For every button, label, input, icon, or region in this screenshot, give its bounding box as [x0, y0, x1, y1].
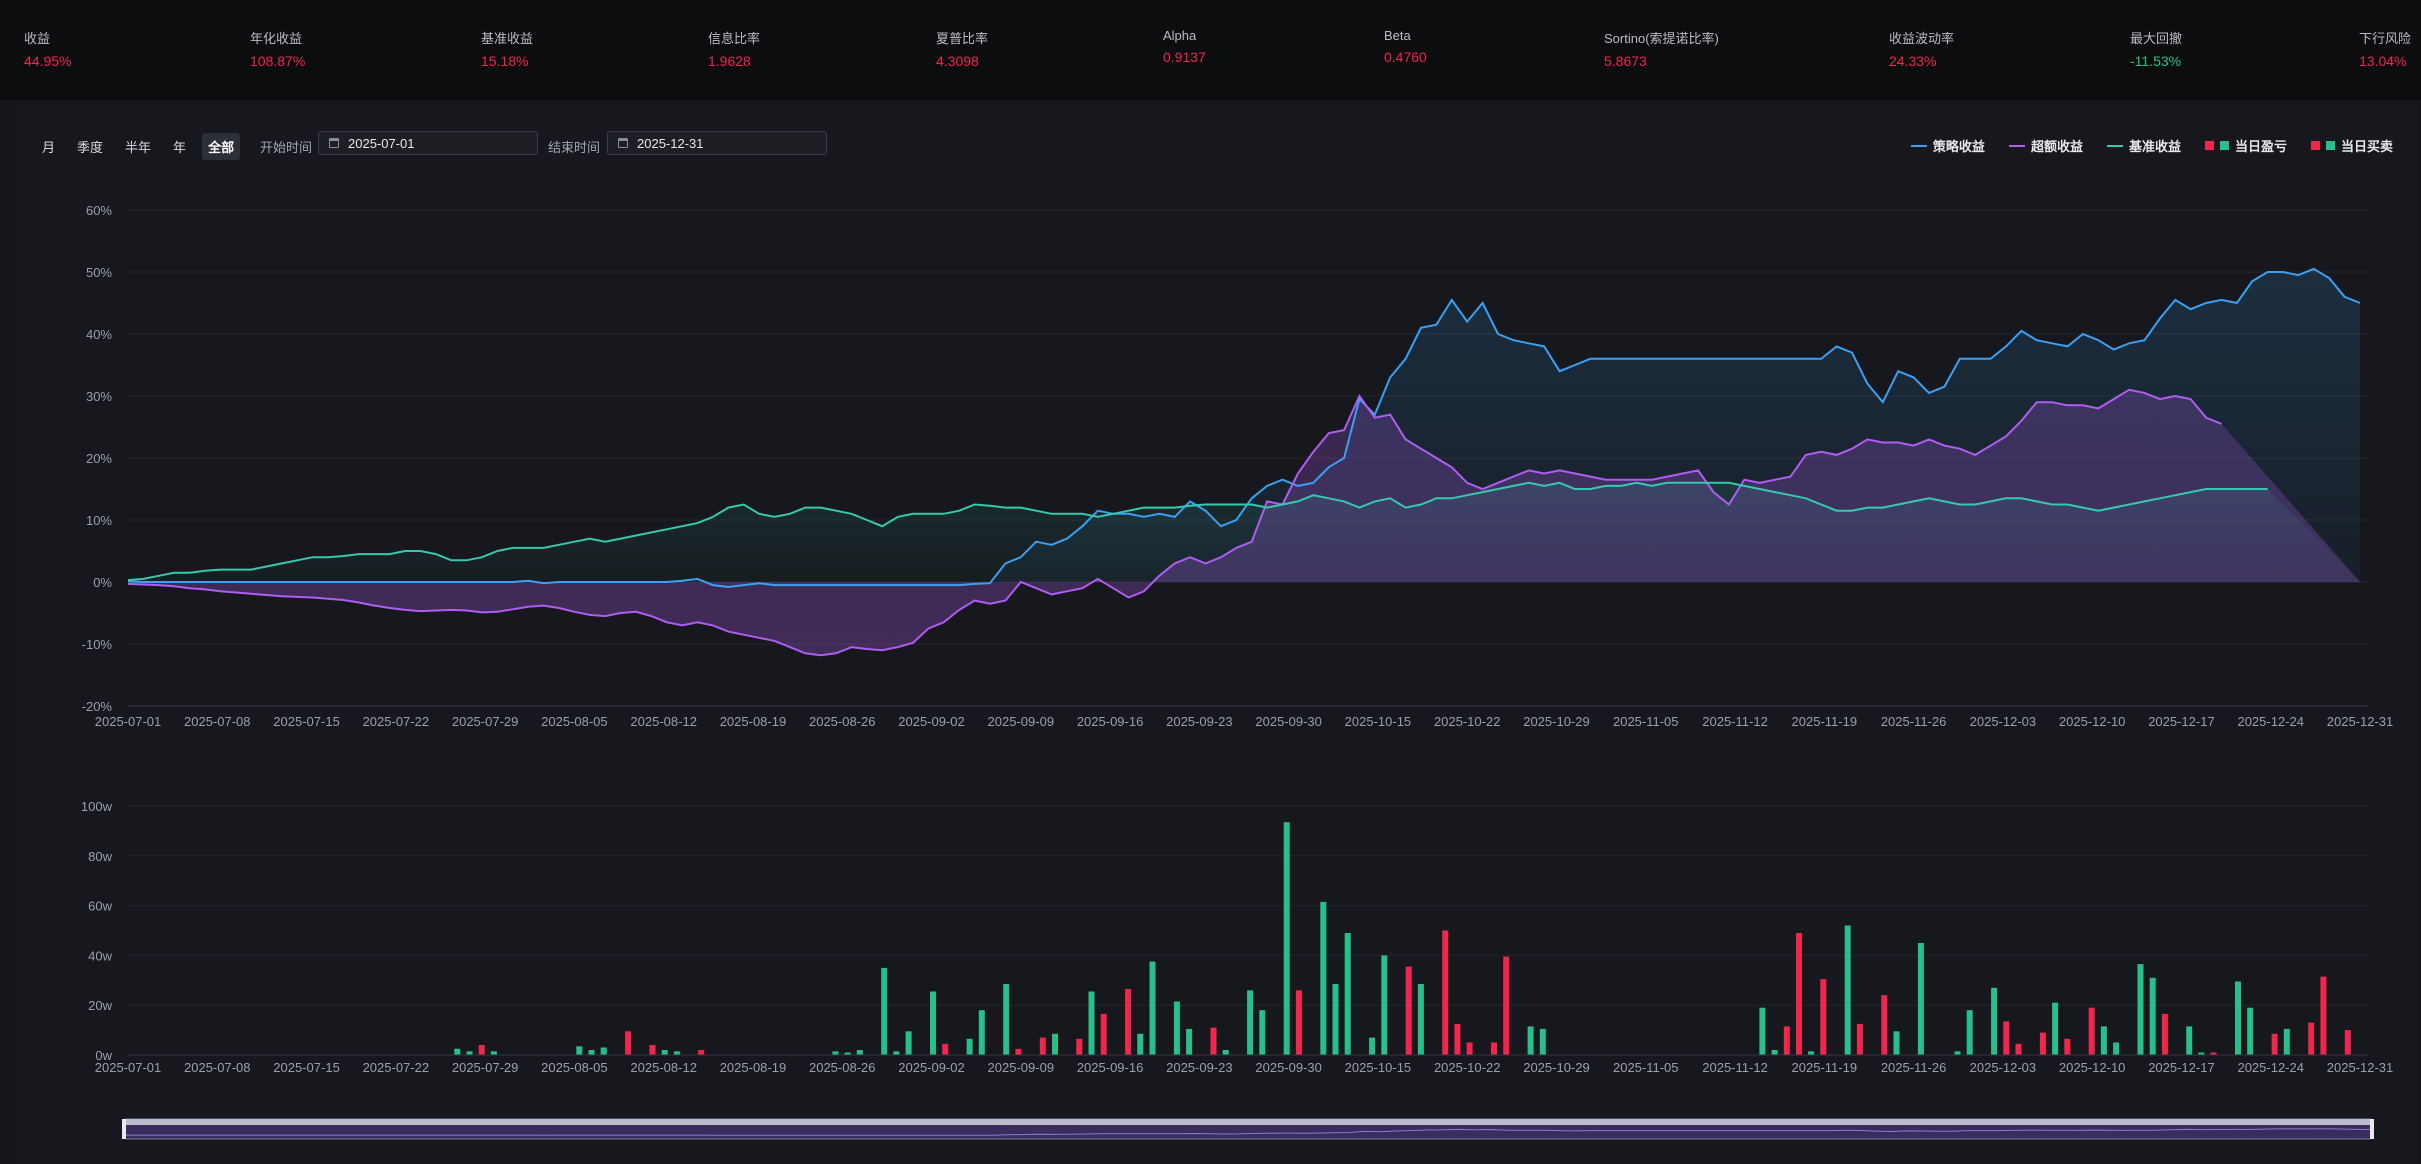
stat-item: Beta 0.4760 — [1384, 28, 1427, 65]
calendar-icon — [329, 138, 339, 148]
legend-line-marker — [2008, 144, 2025, 147]
stat-value: 15.18% — [481, 53, 529, 69]
end-date-label: 结束时间 — [548, 140, 601, 155]
range-button[interactable]: 年 — [173, 140, 187, 155]
chart-legend: 策略收益 超额收益 基准收益 当日盈亏 当日买卖 — [1910, 136, 2393, 155]
stat-label: 年化收益 — [250, 31, 303, 46]
stat-value: 0.9137 — [1163, 49, 1206, 65]
chart-panel — [16, 100, 2420, 1164]
stat-label: Beta — [1384, 28, 1411, 43]
stat-value: 44.95% — [24, 53, 72, 69]
legend-square-marker — [2310, 141, 2320, 150]
stat-value: 5.8673 — [1604, 53, 1647, 69]
legend-square-marker — [2325, 141, 2335, 150]
stat-label: 最大回撤 — [2130, 31, 2183, 46]
stat-label: 信息比率 — [708, 31, 761, 46]
stat-value: 108.87% — [250, 53, 306, 69]
range-selector: 月 季度 半年 年全部 — [36, 133, 241, 160]
legend-item[interactable]: 策略收益 — [1910, 136, 1985, 155]
stat-label: Sortino(索提诺比率) — [1604, 31, 1719, 46]
range-button[interactable]: 全部 — [202, 133, 241, 160]
legend-item[interactable]: 当日盈亏 — [2204, 136, 2287, 155]
legend-label: 当日买卖 — [2340, 139, 2393, 154]
stats-bar: 收益 44.95% 年化收益 108.87% 基准收益 15.18% 信息比率 1.9628 夏… — [0, 0, 2421, 100]
legend-line-marker — [2106, 144, 2123, 147]
stat-item: 收益 44.95% — [24, 28, 71, 69]
stat-label: 收益 — [24, 31, 51, 46]
stat-label: 基准收益 — [481, 31, 534, 46]
legend-line-marker — [1910, 144, 1927, 147]
legend-label: 策略收益 — [1932, 139, 1985, 154]
stat-item: 年化收益 108.87% — [250, 28, 305, 69]
calendar-icon — [618, 138, 628, 148]
stat-value: -11.53% — [2130, 53, 2182, 69]
legend-item[interactable]: 当日买卖 — [2310, 136, 2393, 155]
stat-label: 收益波动率 — [1889, 31, 1955, 46]
start-date-input[interactable]: 2025-07-01 — [318, 131, 538, 155]
stat-item: 收益波动率 24.33% — [1889, 28, 1954, 69]
legend-square-marker — [2204, 141, 2214, 150]
stat-value: 1.9628 — [708, 53, 751, 69]
legend-square-marker — [2219, 141, 2229, 150]
start-date-label: 开始时间 — [260, 140, 313, 155]
legend-item[interactable]: 超额收益 — [2008, 136, 2083, 155]
end-date-input[interactable]: 2025-12-31 — [607, 131, 827, 155]
stat-value: 24.33% — [1889, 53, 1937, 69]
stat-item: 夏普比率 4.3098 — [936, 28, 988, 69]
legend-item[interactable]: 基准收益 — [2106, 136, 2181, 155]
stat-item: Sortino(索提诺比率) 5.8673 — [1604, 28, 1719, 69]
legend-label: 当日盈亏 — [2234, 139, 2287, 154]
stat-item: 下行风险 13.04% — [2359, 28, 2411, 69]
stat-value: 13.04% — [2359, 53, 2407, 69]
legend-label: 基准收益 — [2128, 139, 2181, 154]
stat-item: Alpha 0.9137 — [1163, 28, 1206, 65]
end-date-value: 2025-12-31 — [637, 135, 704, 151]
start-date-value: 2025-07-01 — [348, 135, 415, 151]
range-button[interactable]: 半年 — [125, 140, 152, 155]
stat-label: Alpha — [1163, 28, 1197, 43]
stat-item: 最大回撤 -11.53% — [2130, 28, 2182, 69]
stat-value: 4.3098 — [936, 53, 979, 69]
stat-item: 信息比率 1.9628 — [708, 28, 760, 69]
legend-label: 超额收益 — [2030, 139, 2083, 154]
stat-value: 0.4760 — [1384, 49, 1427, 65]
stat-label: 下行风险 — [2359, 31, 2412, 46]
range-button[interactable]: 季度 — [77, 140, 104, 155]
stat-item: 基准收益 15.18% — [481, 28, 533, 69]
range-button[interactable]: 月 — [42, 140, 56, 155]
stat-label: 夏普比率 — [936, 31, 989, 46]
